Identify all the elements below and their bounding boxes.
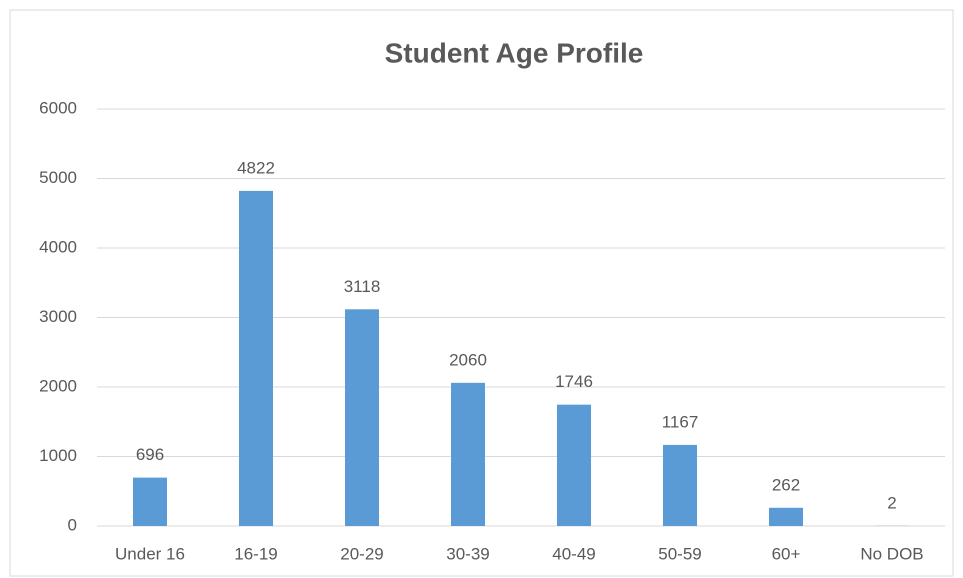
- y-tick-label: 4000: [39, 237, 77, 256]
- data-label: 4822: [237, 158, 275, 177]
- y-tick-label: 3000: [39, 307, 77, 326]
- bar: [239, 190, 273, 526]
- data-label: 2060: [449, 350, 487, 369]
- y-tick-label: 1000: [39, 446, 77, 465]
- x-tick-label: No DOB: [860, 544, 923, 563]
- x-tick-label: 50-59: [658, 544, 701, 563]
- y-tick-label: 5000: [39, 168, 77, 187]
- data-label: 1167: [662, 412, 699, 431]
- data-label: 696: [136, 445, 164, 464]
- data-label: 2: [887, 493, 896, 512]
- chart-title: Student Age Profile: [385, 37, 644, 68]
- data-label: 1746: [555, 372, 593, 391]
- x-tick-label: 60+: [772, 544, 801, 563]
- y-tick-label: 2000: [39, 376, 77, 395]
- data-label: 3118: [344, 277, 381, 296]
- y-tick-label: 0: [68, 515, 77, 534]
- x-tick-label: 30-39: [446, 544, 489, 563]
- bar: [133, 477, 167, 526]
- x-tick-label: Under 16: [115, 544, 185, 563]
- data-label: 262: [772, 475, 800, 494]
- x-tick-label: 20-29: [340, 544, 383, 563]
- bar: [769, 507, 803, 526]
- x-tick-label: 40-49: [552, 544, 595, 563]
- bar: [557, 404, 591, 526]
- x-tick-label: 16-19: [234, 544, 277, 563]
- bar: [451, 382, 485, 526]
- y-tick-label: 6000: [39, 98, 77, 117]
- bar: [345, 309, 379, 526]
- bar: [663, 444, 697, 526]
